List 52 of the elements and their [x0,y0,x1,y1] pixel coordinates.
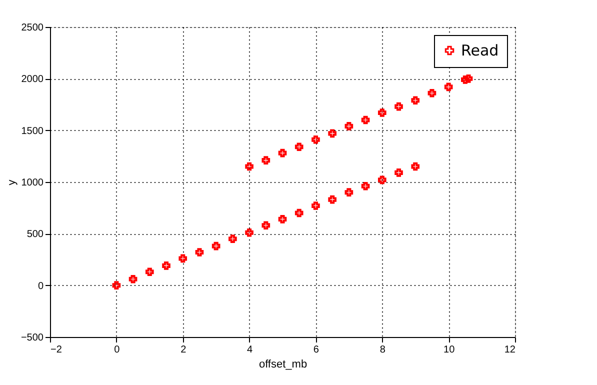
point [411,162,420,171]
point [195,248,204,256]
x-tick-label: −2 [50,344,62,356]
y-tick-label: 500 [26,229,44,240]
point [278,148,287,158]
point [328,195,336,204]
point [162,262,170,270]
x-tick-label: 12 [504,344,516,356]
point [361,182,370,190]
point [278,215,287,224]
x-tick-label: 10 [444,344,456,356]
y-axis-title: y [6,179,18,186]
point [245,228,254,237]
point [378,108,386,117]
point [464,74,473,83]
y-tick-label: 0 [38,280,44,292]
point [145,268,154,276]
point [228,234,237,243]
y-tick-label: −500 [20,332,44,344]
point [312,135,320,144]
point [245,162,254,171]
point [344,188,354,196]
y-tick-label: 2500 [21,22,44,34]
point [461,76,470,84]
point [411,96,420,105]
point [112,281,121,290]
point [294,208,304,218]
point [444,82,453,92]
x-tick-label: 6 [313,344,320,356]
legend-label: Read [461,42,499,60]
y-tick-label: 1500 [21,126,44,137]
point [262,156,270,164]
point [361,116,370,124]
x-axis-title: offset_mb [258,358,308,370]
point [212,242,220,250]
y-tick-label: 1000 [21,178,44,188]
y-tick-label: 2000 [21,74,44,86]
point [294,142,304,152]
point [394,102,403,111]
point [312,202,320,210]
point [394,168,403,177]
x-tick-label: 2 [180,344,187,356]
point [378,176,386,184]
point [178,254,188,263]
point [428,88,436,98]
point [128,274,138,284]
point [262,221,270,230]
point [344,122,354,130]
x-tick-label: 0 [114,344,120,356]
point [328,129,336,138]
x-tick-label: 4 [247,344,254,356]
x-tick-label: 8 [380,344,386,356]
